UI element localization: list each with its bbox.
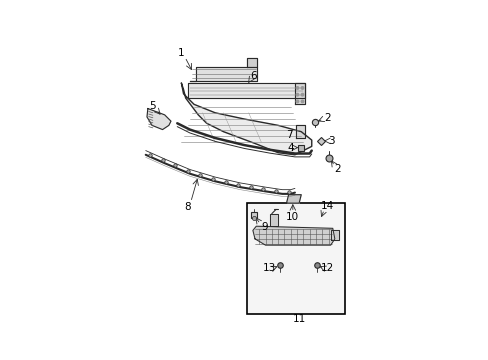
Polygon shape xyxy=(187,83,305,98)
Text: 4: 4 xyxy=(287,143,293,153)
Circle shape xyxy=(296,100,298,103)
Circle shape xyxy=(296,87,298,89)
Polygon shape xyxy=(147,109,171,130)
Polygon shape xyxy=(181,83,311,155)
Text: 5: 5 xyxy=(149,102,156,112)
Text: 2: 2 xyxy=(324,113,330,123)
Text: 12: 12 xyxy=(321,263,334,273)
Text: 8: 8 xyxy=(183,202,190,212)
Polygon shape xyxy=(246,58,257,67)
Circle shape xyxy=(301,87,303,89)
Text: 14: 14 xyxy=(321,202,334,211)
Polygon shape xyxy=(189,67,257,81)
Text: 1: 1 xyxy=(178,48,184,58)
Text: 7: 7 xyxy=(286,130,293,140)
Polygon shape xyxy=(294,83,305,104)
Polygon shape xyxy=(295,125,305,138)
Text: 6: 6 xyxy=(250,71,257,81)
Polygon shape xyxy=(252,226,334,245)
Text: 10: 10 xyxy=(285,212,299,221)
Circle shape xyxy=(301,94,303,96)
Text: 9: 9 xyxy=(261,222,267,233)
Text: 2: 2 xyxy=(334,165,341,175)
FancyBboxPatch shape xyxy=(246,203,345,315)
Text: 3: 3 xyxy=(327,136,334,146)
Text: 11: 11 xyxy=(292,314,305,324)
Text: 13: 13 xyxy=(263,263,276,273)
Polygon shape xyxy=(330,230,338,240)
Circle shape xyxy=(296,94,298,96)
Polygon shape xyxy=(269,213,278,226)
Polygon shape xyxy=(286,195,301,203)
Circle shape xyxy=(301,100,303,103)
